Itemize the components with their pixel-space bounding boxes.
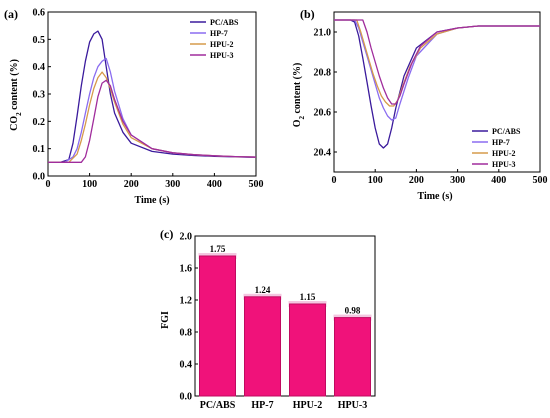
- y-tick-label: 0.3: [33, 90, 46, 101]
- x-category-label: HP-7: [251, 400, 273, 411]
- co2-chart-panel: (a) 0 100 200 300 400 500 0.0 0.1 0.2 0.3 0.4 0.5 0.…: [4, 7, 264, 206]
- series-line-hpu-3: [48, 79, 257, 163]
- bar-value-label: 1.75: [210, 244, 226, 254]
- panel-a-label: (a): [4, 7, 18, 21]
- x-tick-label: 200: [409, 175, 424, 186]
- bar-value-label: 1.15: [300, 292, 316, 302]
- x-tick-label: 300: [450, 175, 465, 186]
- x-category-label: PC/ABS: [200, 400, 236, 411]
- x-tick-label: 0: [46, 179, 51, 190]
- x-tick-label: 500: [533, 175, 548, 186]
- fgi-y-axis-label: FGI: [160, 311, 171, 329]
- co2-plot-area: 0 100 200 300 400 500 0.0 0.1 0.2 0.3 0.4 0.5 0.6 PC/…: [33, 8, 264, 191]
- co2-y-axis-label: CO2 content (%): [9, 59, 23, 131]
- y-tick-label: 0.5: [33, 35, 46, 46]
- legend-label: PC/ABS: [492, 127, 521, 136]
- series-line-pc-abs: [48, 30, 257, 163]
- legend-label: PC/ABS: [210, 18, 239, 27]
- y-tick-label: 1.2: [180, 296, 193, 307]
- y-tick-label: 20.4: [314, 148, 332, 159]
- co2-x-axis-label: Time (s): [134, 195, 169, 206]
- y-tick-label: 2.0: [180, 232, 193, 243]
- fgi-plot-area: 0.0 0.4 0.8 1.2 1.6 2.0 1.75 PC/ABS 1.24 HP-7 1.15…: [180, 232, 376, 411]
- x-tick-label: 500: [249, 179, 264, 190]
- plot-frame: [333, 11, 541, 173]
- legend-label: HPU-3: [210, 51, 234, 60]
- o2-plot-area: 0 100 200 300 400 500 20.4 20.6 20.8 21.0 PC/ABS HP…: [314, 11, 548, 186]
- x-category-label: HPU-3: [338, 400, 367, 411]
- legend-label: HPU-2: [210, 40, 234, 49]
- y-tick-label: 0.0: [180, 392, 193, 403]
- o2-y-axis-label: O2 content (%): [292, 63, 306, 128]
- panel-b-label: (b): [300, 7, 315, 21]
- y-tick-label: 0.4: [33, 62, 46, 73]
- panel-c-label: (c): [160, 227, 173, 241]
- y-tick-label: 0.2: [33, 117, 46, 128]
- x-tick-label: 400: [491, 175, 506, 186]
- legend-label: HP-7: [492, 138, 510, 147]
- y-tick-label: 0.4: [180, 360, 193, 371]
- y-tick-label: 1.6: [180, 264, 193, 275]
- bar: [334, 317, 371, 397]
- y-tick-label: 0.1: [33, 144, 46, 155]
- plot-frame: [194, 235, 376, 397]
- x-tick-label: 400: [207, 179, 222, 190]
- y-tick-label: 20.6: [314, 108, 332, 119]
- y-tick-label: 20.8: [314, 68, 332, 79]
- legend-label: HPU-3: [492, 160, 516, 169]
- bar: [244, 296, 281, 397]
- x-category-label: HPU-2: [293, 400, 322, 411]
- legend-label: HP-7: [210, 29, 228, 38]
- o2-x-axis-label: Time (s): [417, 191, 452, 202]
- bar: [199, 255, 236, 397]
- y-tick-label: 0.6: [33, 8, 46, 19]
- x-tick-label: 100: [368, 175, 383, 186]
- series-line-hpu-3: [334, 19, 540, 105]
- x-tick-label: 300: [165, 179, 180, 190]
- y-tick-label: 21.0: [314, 28, 332, 39]
- fgi-chart-panel: (c) 0.0 0.4 0.8 1.2 1.6 2.0 1.75 PC/ABS 1.24 HP-7…: [160, 227, 376, 411]
- x-tick-label: 100: [82, 179, 97, 190]
- y-tick-label: 0.8: [180, 328, 193, 339]
- x-tick-label: 200: [124, 179, 139, 190]
- bar-value-label: 0.98: [345, 306, 361, 316]
- series-line-hpu-2: [334, 19, 540, 107]
- bar-value-label: 1.24: [255, 285, 271, 295]
- bar: [289, 303, 326, 397]
- legend-label: HPU-2: [492, 149, 516, 158]
- y-tick-label: 0.0: [33, 172, 46, 183]
- o2-chart-panel: (b) 0 100 200 300 400 500 20.4 20.6 20.8 21.0 PC/A…: [292, 7, 548, 202]
- x-tick-label: 0: [332, 175, 337, 186]
